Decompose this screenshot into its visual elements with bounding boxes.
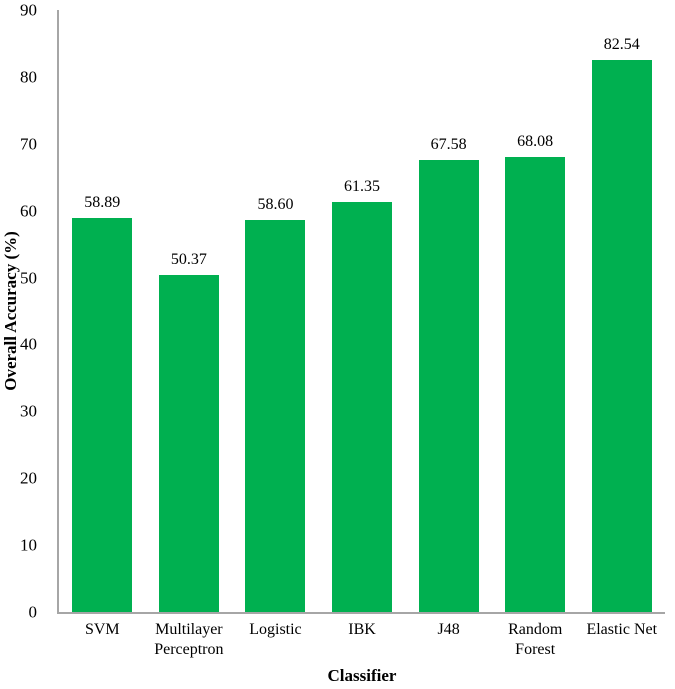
y-tick-label: 40 xyxy=(20,334,37,354)
x-category-label: IBK xyxy=(348,621,376,638)
x-category-label: Multilayer Perceptron xyxy=(154,621,224,658)
bar xyxy=(245,220,306,612)
bar-group: 58.60 xyxy=(232,10,319,612)
bar-value-label: 58.89 xyxy=(84,194,121,212)
bar xyxy=(332,201,393,612)
bars-area: 58.89 50.37 58.60 61.35 67.58 68.08 82.54 xyxy=(59,10,665,612)
x-category-label: J48 xyxy=(437,621,460,638)
y-tick-label: 30 xyxy=(20,401,37,421)
bar-group: 50.37 xyxy=(146,10,233,612)
x-category-label: Logistic xyxy=(249,621,302,638)
bar xyxy=(505,156,566,612)
bar-value-label: 50.37 xyxy=(170,251,207,269)
bar-group: 82.54 xyxy=(578,10,665,612)
bar-value-label: 68.08 xyxy=(517,132,554,150)
bar-value-label: 67.58 xyxy=(430,135,467,153)
bar xyxy=(591,59,652,612)
y-tick-label: 90 xyxy=(20,0,37,20)
x-category-label: Elastic Net xyxy=(586,621,658,638)
y-tick-label: 0 xyxy=(28,602,38,622)
bar xyxy=(418,159,479,612)
bar-group: 61.35 xyxy=(319,10,406,612)
bar-group: 58.89 xyxy=(59,10,146,612)
y-tick-label: 60 xyxy=(20,201,37,221)
y-tick-label: 20 xyxy=(20,468,37,488)
bar-value-label: 58.60 xyxy=(257,196,294,214)
x-category-label: Random Forest xyxy=(508,621,563,658)
y-tick-label: 10 xyxy=(20,535,37,555)
bar xyxy=(72,218,133,612)
bar-value-label: 61.35 xyxy=(344,177,381,195)
bar-value-label: 82.54 xyxy=(603,35,640,53)
bar-group: 67.58 xyxy=(405,10,492,612)
x-category-label: SVM xyxy=(84,621,120,638)
y-tick-label: 80 xyxy=(20,67,37,87)
y-tick-label: 70 xyxy=(20,134,37,154)
x-axis-title: Classifier xyxy=(327,666,397,685)
y-tick-label: 50 xyxy=(20,268,37,288)
y-axis-ticks: 90 80 70 60 50 40 30 20 10 0 xyxy=(0,2,47,621)
x-axis-labels: SVM Multilayer Perceptron Logistic IBK J48 Ra… xyxy=(59,620,665,660)
plot-area: 58.89 50.37 58.60 61.35 67.58 68.08 82.54 xyxy=(57,10,665,614)
bar xyxy=(158,275,219,612)
bar-group: 68.08 xyxy=(492,10,579,612)
